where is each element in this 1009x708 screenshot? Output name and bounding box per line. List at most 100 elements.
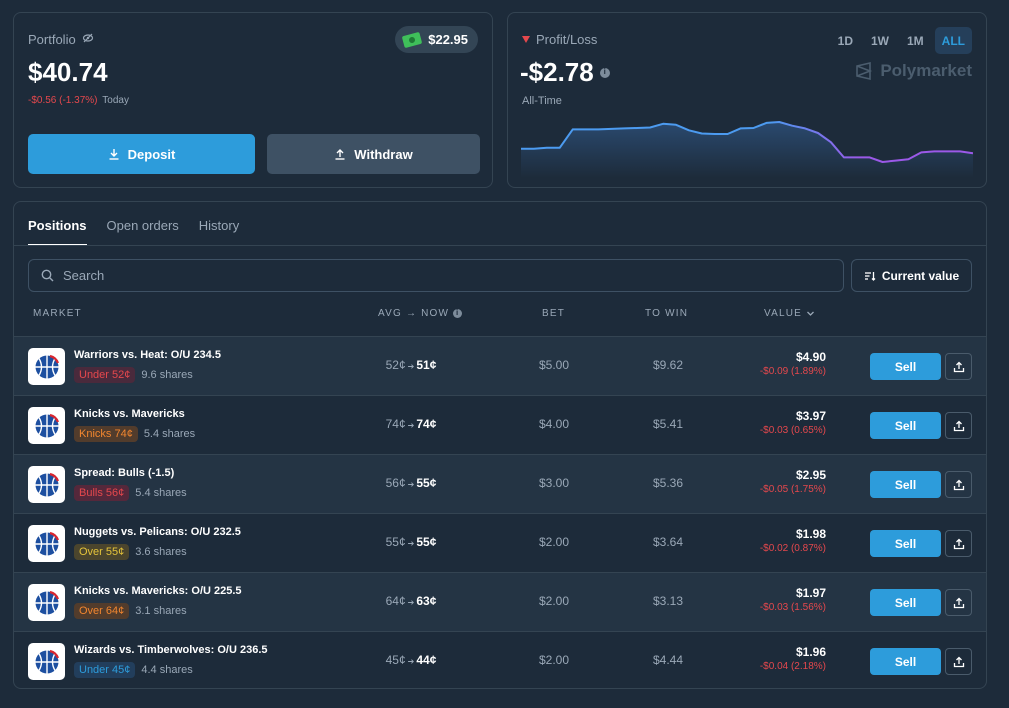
sell-button[interactable]: Sell <box>870 353 941 380</box>
cash-icon <box>401 31 423 48</box>
upload-icon <box>335 149 345 160</box>
market-title[interactable]: Nuggets vs. Pelicans: O/U 232.5 <box>74 526 241 538</box>
share-button[interactable] <box>945 589 972 616</box>
market-title[interactable]: Knicks vs. Mavericks: O/U 225.5 <box>74 585 242 597</box>
value-cell: $2.95 -$0.05 (1.75%) <box>760 468 826 495</box>
search-input[interactable] <box>63 268 763 283</box>
sort-current-value-button[interactable]: Current value <box>851 259 972 292</box>
share-button[interactable] <box>945 471 972 498</box>
sell-button[interactable]: Sell <box>870 530 941 557</box>
avg-price: 56¢ <box>385 476 406 490</box>
shares-count: 5.4 shares <box>143 428 196 440</box>
bet-cell: $3.00 <box>538 476 570 490</box>
chart-area <box>521 122 973 178</box>
sell-button[interactable]: Sell <box>870 589 941 616</box>
table-row[interactable]: Knicks vs. Mavericks: O/U 225.5 Over 64¢… <box>14 573 986 632</box>
sell-button[interactable]: Sell <box>870 648 941 675</box>
tab-history[interactable]: History <box>198 218 240 233</box>
share-icon <box>953 538 964 549</box>
positions-card: Positions Open orders History Current valu… <box>13 201 987 689</box>
range-tab-1d[interactable]: 1D <box>837 33 853 48</box>
range-tab-1w[interactable]: 1W <box>871 33 889 48</box>
table-row[interactable]: Warriors vs. Heat: O/U 234.5 Under 52¢ 9… <box>14 337 986 396</box>
deposit-label: Deposit <box>127 146 176 162</box>
info-icon[interactable] <box>599 67 610 78</box>
header-market: MARKET <box>33 308 82 319</box>
portfolio-change-period: Today <box>102 95 129 106</box>
positions-list: Warriors vs. Heat: O/U 234.5 Under 52¢ 9… <box>14 337 986 689</box>
arrow-right-icon: ➔ <box>407 598 415 607</box>
header-bet: BET <box>542 308 566 319</box>
avg-info-icon[interactable] <box>453 308 463 318</box>
outcome-pill: Under 52¢ <box>74 367 136 383</box>
withdraw-label: Withdraw <box>354 146 413 162</box>
market-meta: Knicks 74¢ 5.4 shares <box>74 426 195 442</box>
share-button[interactable] <box>945 530 972 557</box>
portfolio-label: Portfolio <box>28 32 76 47</box>
table-row[interactable]: Knicks vs. Mavericks Knicks 74¢ 5.4 shar… <box>14 396 986 455</box>
outcome-pill: Over 64¢ <box>74 603 130 619</box>
portfolio-label-group: Portfolio <box>28 32 94 47</box>
to-win-cell: $3.64 <box>652 535 684 549</box>
range-tabs: 1D 1W 1M ALL <box>831 27 972 54</box>
market-meta: Over 55¢ 3.6 shares <box>74 544 187 560</box>
avg-price: 64¢ <box>385 594 406 608</box>
value-cell: $1.96 -$0.04 (2.18%) <box>760 645 826 672</box>
share-button[interactable] <box>945 412 972 439</box>
avg-now-cell: 55¢ ➔ 55¢ <box>382 535 440 549</box>
avg-now-cell: 74¢ ➔ 74¢ <box>382 417 440 431</box>
tab-open-orders[interactable]: Open orders <box>106 218 179 233</box>
current-value: $4.90 <box>795 350 826 364</box>
bet-cell: $2.00 <box>538 535 570 549</box>
range-tab-all[interactable]: ALL <box>934 27 972 54</box>
header-avg-now: AVG → NOW <box>378 308 463 319</box>
outcome-pill: Over 55¢ <box>74 544 130 560</box>
tab-positions[interactable]: Positions <box>28 218 87 246</box>
portfolio-change-row: -$0.56 (-1.37%) Today <box>28 95 129 106</box>
market-title[interactable]: Wizards vs. Timberwolves: O/U 236.5 <box>74 644 268 656</box>
outcome-pill: Knicks 74¢ <box>74 426 138 442</box>
value-cell: $3.97 -$0.03 (0.65%) <box>760 409 826 436</box>
sell-button[interactable]: Sell <box>870 471 941 498</box>
current-value: $1.97 <box>795 586 826 600</box>
share-icon <box>953 597 964 608</box>
table-row[interactable]: Nuggets vs. Pelicans: O/U 232.5 Over 55¢… <box>14 514 986 573</box>
share-icon <box>953 479 964 490</box>
to-win-cell: $4.44 <box>652 653 684 667</box>
value-cell: $4.90 -$0.09 (1.89%) <box>760 350 826 377</box>
value-change: -$0.03 (1.56%) <box>759 602 826 613</box>
table-row[interactable]: Wizards vs. Timberwolves: O/U 236.5 Unde… <box>14 632 986 689</box>
pnl-value-row: -$2.78 <box>520 57 610 88</box>
table-row[interactable]: Spread: Bulls (-1.5) Bulls 56¢ 5.4 share… <box>14 455 986 514</box>
deposit-button[interactable]: Deposit <box>28 134 255 174</box>
cash-balance-badge[interactable]: $22.95 <box>395 26 478 53</box>
polymarket-logo-icon <box>856 62 873 80</box>
withdraw-button[interactable]: Withdraw <box>267 134 480 174</box>
basketball-icon <box>28 525 65 562</box>
market-title[interactable]: Spread: Bulls (-1.5) <box>74 467 175 479</box>
market-meta: Under 45¢ 4.4 shares <box>74 662 193 678</box>
portfolio-change: -$0.56 (-1.37%) <box>28 95 98 106</box>
avg-price: 55¢ <box>385 535 406 549</box>
market-title[interactable]: Knicks vs. Mavericks <box>74 408 185 420</box>
to-win-cell: $3.13 <box>652 594 684 608</box>
share-button[interactable] <box>945 353 972 380</box>
current-value: $3.97 <box>795 409 826 423</box>
share-button[interactable] <box>945 648 972 675</box>
outcome-pill: Under 45¢ <box>74 662 136 678</box>
search-box[interactable] <box>28 259 844 292</box>
market-title[interactable]: Warriors vs. Heat: O/U 234.5 <box>74 349 221 361</box>
arrow-right-icon: ➔ <box>407 362 415 371</box>
header-value[interactable]: VALUE <box>764 308 815 319</box>
range-tab-1m[interactable]: 1M <box>907 33 924 48</box>
pnl-label-group: Profit/Loss <box>522 32 597 47</box>
basketball-icon <box>28 643 65 680</box>
value-cell: $1.98 -$0.02 (0.87%) <box>760 527 826 554</box>
sell-button[interactable]: Sell <box>870 412 941 439</box>
basketball-icon <box>28 466 65 503</box>
cash-balance: $22.95 <box>428 32 468 47</box>
eye-off-icon[interactable] <box>82 32 94 47</box>
shares-count: 9.6 shares <box>141 369 193 381</box>
down-triangle-icon <box>522 36 530 43</box>
